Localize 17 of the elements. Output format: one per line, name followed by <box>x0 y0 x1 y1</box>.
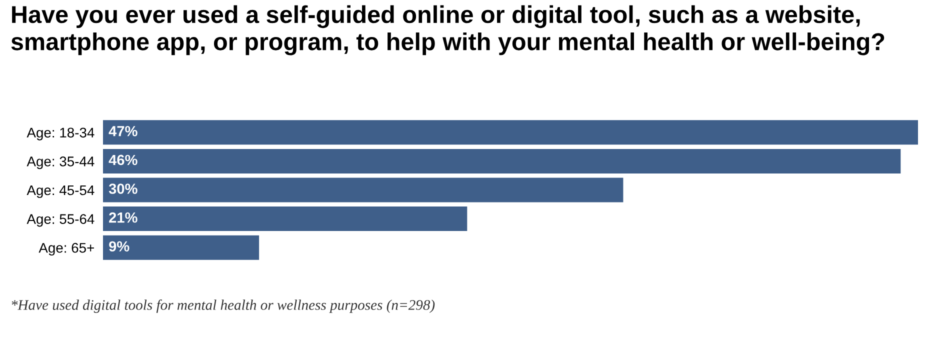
data-label: 47% <box>108 126 138 136</box>
y-tick-label: Age: 65+ <box>38 242 94 256</box>
bar <box>103 206 468 232</box>
y-tick-label: Age: 35-44 <box>26 156 94 170</box>
data-label: 30% <box>108 184 138 194</box>
text: *Have used digital tools for mental health or wellness purposes (n=298) <box>12 300 435 313</box>
y-tick-label: Age: 45-54 <box>26 185 94 198</box>
data-label: 21% <box>109 212 138 223</box>
y-tick-label: Age: 18-34 <box>26 128 94 140</box>
bar <box>103 235 260 260</box>
data-label: 46% <box>108 154 138 166</box>
bar <box>103 148 901 174</box>
chart-title: Have you ever used a self-guided online or digital tool, such as a website, smartphone app, or program, to help with your mental health or well-being? <box>11 5 884 56</box>
data-label: 9% <box>109 241 130 252</box>
y-tick-label: Age: 55-64 <box>26 214 94 227</box>
bar <box>103 178 624 202</box>
bar <box>103 120 918 145</box>
